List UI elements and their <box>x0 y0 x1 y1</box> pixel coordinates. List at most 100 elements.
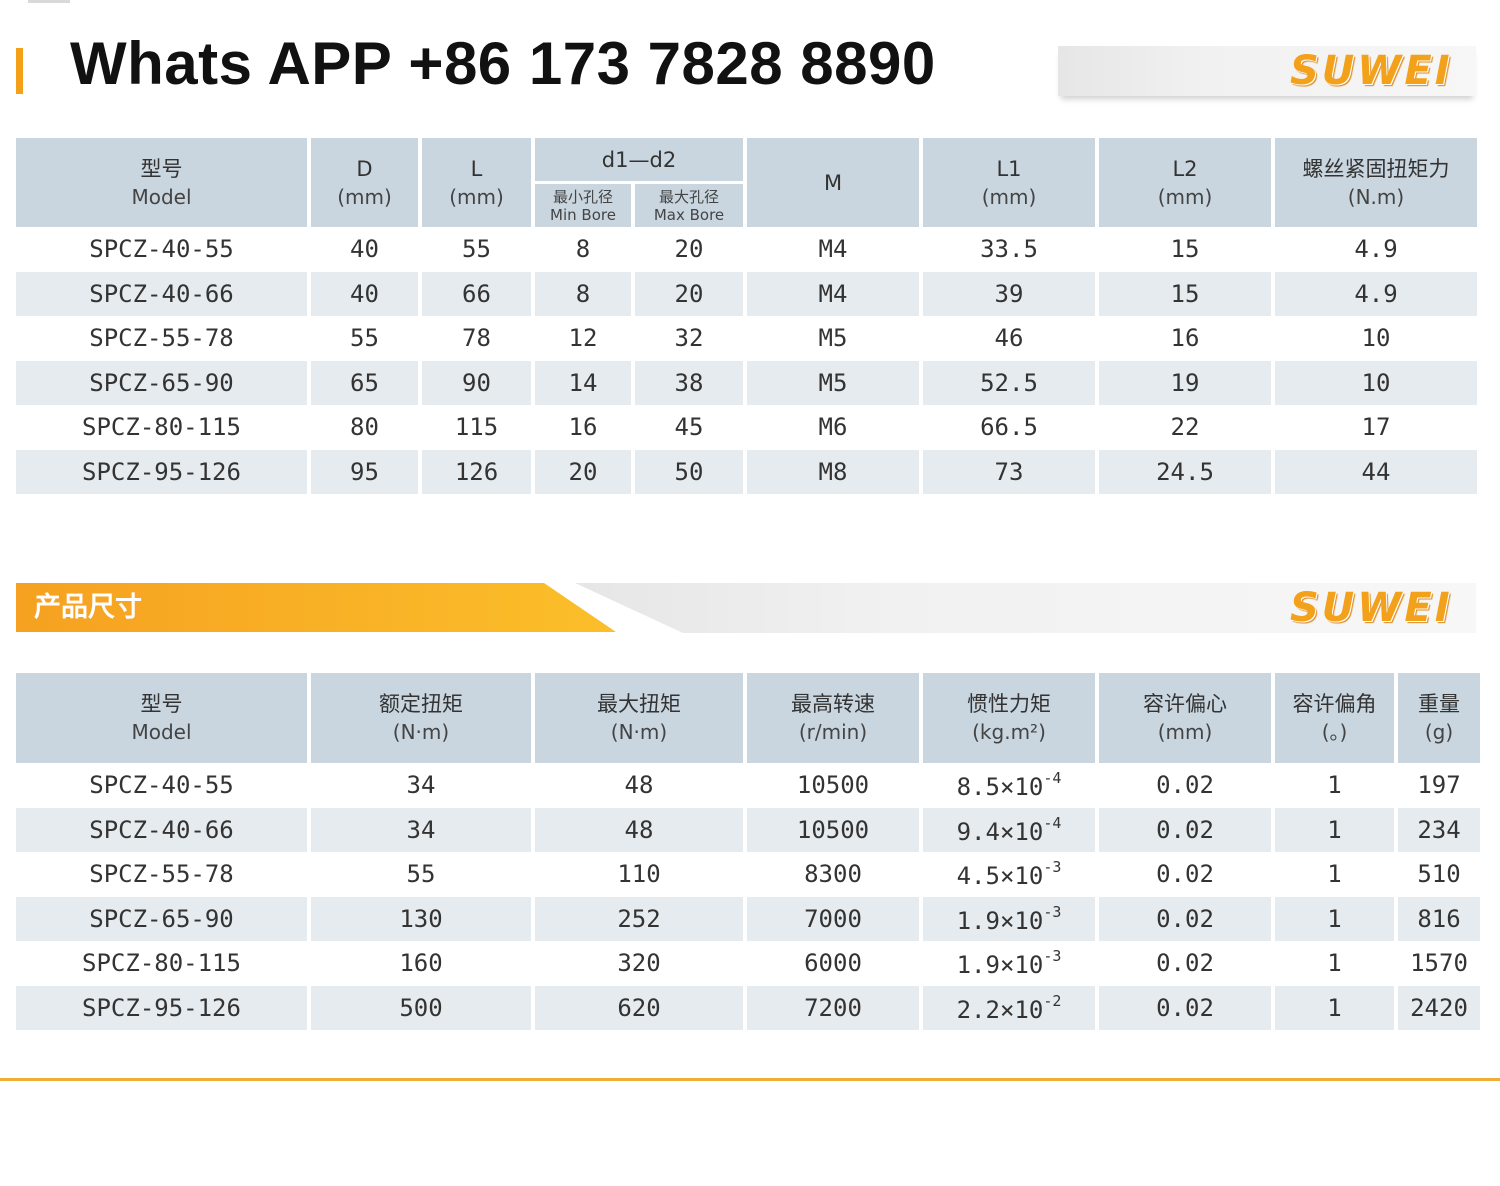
sci-base: 8.5×10 <box>956 773 1044 802</box>
model-cell: SPCZ-40-66 <box>16 271 307 316</box>
value-cell: 1 <box>1275 896 1394 941</box>
col-header-cn: 最大扭矩 <box>597 692 681 716</box>
logo-band-top <box>1058 46 1476 96</box>
value-cell: 4.9 <box>1354 235 1398 264</box>
model-cell: SPCZ-40-55 <box>89 771 234 800</box>
value-cell: 1.9×10-3 <box>923 941 1095 986</box>
col-header-cn: 容许偏角 <box>1292 692 1377 716</box>
value-cell: 22 <box>1170 413 1200 442</box>
value-cell: 0.02 <box>1099 807 1271 852</box>
sci-base: 1.9×10 <box>956 906 1044 935</box>
model-cell: SPCZ-95-126 <box>16 985 307 1030</box>
col-header-cn: 最高转速 <box>791 692 875 716</box>
table-row: SPCZ-95-126 500 620 7200 2.2×10-2 0.02 1 2420 <box>16 985 1480 1030</box>
value-cell: 0.02 <box>1156 771 1214 800</box>
model-cell: SPCZ-80-115 <box>82 949 241 978</box>
table-row: SPCZ-40-55 34 48 10500 8.5×10-4 0.02 1 197 <box>16 763 1480 808</box>
value-cell: 10500 <box>747 807 919 852</box>
col-header-d: D (mm) <box>311 138 418 227</box>
value-cell: 50 <box>635 449 743 494</box>
col-header-cn: 额定扭矩 <box>379 692 463 716</box>
value-cell: 1 <box>1327 771 1342 800</box>
col-header-cn: 螺丝紧固扭矩力 <box>1302 156 1450 181</box>
value-cell: 15 <box>1170 235 1200 264</box>
value-cell: 7200 <box>747 985 919 1030</box>
col-header-en: (r/min) <box>798 720 868 744</box>
value-cell: 4.5×10-3 <box>923 852 1095 897</box>
value-cell: 33.5 <box>980 235 1038 264</box>
value-cell: 32 <box>674 324 704 353</box>
col-header-en: (N·m) <box>392 720 450 744</box>
col-header-cn: 最大孔径 <box>658 187 719 206</box>
col-header-en: Min Bore <box>550 205 616 224</box>
value-cell: 1 <box>1327 949 1342 978</box>
value-cell: 500 <box>311 985 531 1030</box>
sci-base: 9.4×10 <box>956 817 1044 846</box>
sci-exponent: -3 <box>1043 858 1062 877</box>
col-header-cn: 最小孔径 <box>552 187 613 206</box>
col-header-eccentricity: 容许偏心 (mm) <box>1099 673 1271 763</box>
value-cell: 20 <box>635 271 743 316</box>
col-header-en: (。) <box>1321 720 1348 744</box>
value-cell: 0.02 <box>1156 860 1214 889</box>
value-cell: 2.2×10-2 <box>923 985 1095 1030</box>
model-cell: SPCZ-40-55 <box>89 235 234 264</box>
value-cell: 95 <box>311 449 418 494</box>
col-header-model: 型号 Model <box>16 673 307 763</box>
col-header-en: Max Bore <box>653 205 725 224</box>
col-header-min-bore: 最小孔径 Min Bore <box>535 181 631 227</box>
value-cell: 55 <box>350 324 379 353</box>
value-cell: 0.02 <box>1099 896 1271 941</box>
value-cell: 4.9 <box>1275 271 1477 316</box>
brand-logo-top: SUWEI <box>1290 48 1453 94</box>
col-header-en: (g) <box>1424 720 1454 744</box>
value-cell: 252 <box>535 896 743 941</box>
value-cell: 55 <box>406 860 436 889</box>
value-cell: 73 <box>923 449 1095 494</box>
table-row: SPCZ-40-55 40 55 8 20 M4 33.5 15 4.9 <box>16 227 1477 272</box>
col-header-en: (mm) <box>981 184 1037 209</box>
value-cell: 66 <box>422 271 531 316</box>
top-edge-tab <box>28 0 70 3</box>
value-cell: 10 <box>1275 360 1477 405</box>
value-cell: 24.5 <box>1099 449 1271 494</box>
col-header-cn: 容许偏心 <box>1143 692 1227 716</box>
col-header-model: 型号 Model <box>16 138 307 227</box>
col-header-max-speed: 最高转速 (r/min) <box>747 673 919 763</box>
col-header-cn: 重量 <box>1418 692 1460 716</box>
value-cell: 39 <box>923 271 1095 316</box>
col-header-cn: M <box>823 170 843 195</box>
col-header-cn: 型号 <box>140 692 183 716</box>
value-cell: 126 <box>422 449 531 494</box>
value-cell: 40 <box>311 271 418 316</box>
value-cell: 34 <box>406 771 436 800</box>
sci-exponent: -4 <box>1043 813 1062 832</box>
value-cell: 12 <box>568 324 598 353</box>
col-header-rated-torque: 额定扭矩 (N·m) <box>311 673 531 763</box>
value-cell: 130 <box>311 896 531 941</box>
value-cell: 0.02 <box>1099 985 1271 1030</box>
value-cell: 160 <box>399 949 443 978</box>
value-cell: 620 <box>535 985 743 1030</box>
value-cell: 1 <box>1275 985 1394 1030</box>
value-cell: 90 <box>422 360 531 405</box>
value-cell: 48 <box>535 807 743 852</box>
table-row: SPCZ-40-66 34 48 10500 9.4×10-4 0.02 1 234 <box>16 807 1480 852</box>
value-cell: 0.02 <box>1156 949 1214 978</box>
value-cell: 45 <box>674 413 704 442</box>
value-cell: 46 <box>994 324 1024 353</box>
value-cell: 44 <box>1275 449 1477 494</box>
col-header-l: L (mm) <box>422 138 531 227</box>
value-cell: 320 <box>617 949 661 978</box>
value-cell: 8 <box>575 235 591 264</box>
value-cell: 34 <box>311 807 531 852</box>
table-row: SPCZ-80-115 80 115 16 45 M6 66.5 22 17 <box>16 405 1477 450</box>
col-header-en: (mm) <box>1157 720 1213 744</box>
table-row: SPCZ-95-126 95 126 20 50 M8 73 24.5 44 <box>16 449 1477 494</box>
col-header-cn: 惯性力矩 <box>967 692 1051 716</box>
value-cell: 19 <box>1099 360 1271 405</box>
col-header-en: (mm) <box>1157 184 1213 209</box>
value-cell: 510 <box>1417 860 1461 889</box>
col-header-en: (N·m) <box>610 720 668 744</box>
col-header-en: (mm) <box>337 184 392 209</box>
